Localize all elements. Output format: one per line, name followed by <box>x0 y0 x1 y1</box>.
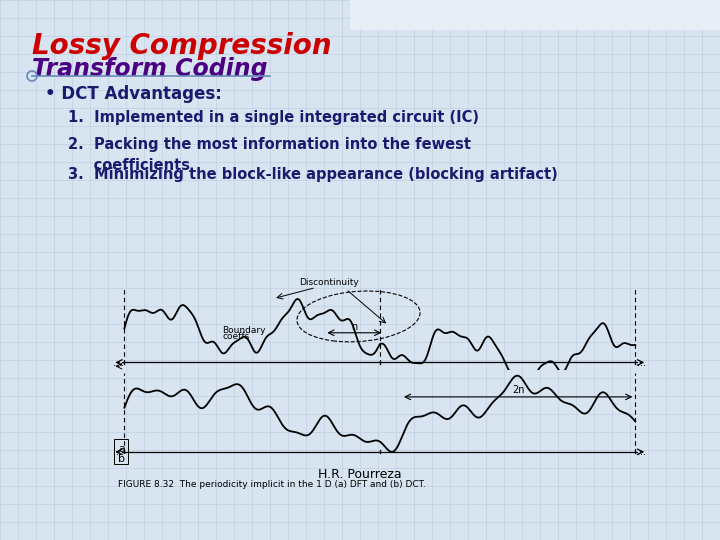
Text: 2n: 2n <box>512 385 524 395</box>
Text: 2.  Packing the most information into the fewest
     coefficients: 2. Packing the most information into the… <box>68 137 471 173</box>
Text: coeffs: coeffs <box>222 333 250 341</box>
Text: • DCT Advantages:: • DCT Advantages: <box>45 85 222 103</box>
Text: a: a <box>118 444 125 454</box>
Text: 3.  Minimizing the block-like appearance (blocking artifact): 3. Minimizing the block-like appearance … <box>68 167 558 182</box>
Text: ...: ... <box>637 358 646 368</box>
Text: ...: ... <box>637 447 646 457</box>
Text: n: n <box>351 322 357 332</box>
Text: ...: ... <box>114 447 122 457</box>
Text: b: b <box>118 454 125 464</box>
Text: 1.  Implemented in a single integrated circuit (IC): 1. Implemented in a single integrated ci… <box>68 110 479 125</box>
Text: ...: ... <box>114 358 122 368</box>
Text: FIGURE 8.32  The periodicity implicit in the 1 D (a) DFT and (b) DCT.: FIGURE 8.32 The periodicity implicit in … <box>118 480 426 489</box>
Text: H.R. Pourreza: H.R. Pourreza <box>318 468 402 481</box>
Text: Lossy Compression: Lossy Compression <box>32 32 332 60</box>
Text: Discontinuity: Discontinuity <box>299 278 359 287</box>
Text: Transform Coding: Transform Coding <box>32 57 268 81</box>
Text: Boundary: Boundary <box>222 326 266 335</box>
Bar <box>114 439 128 464</box>
Bar <box>350 0 720 30</box>
